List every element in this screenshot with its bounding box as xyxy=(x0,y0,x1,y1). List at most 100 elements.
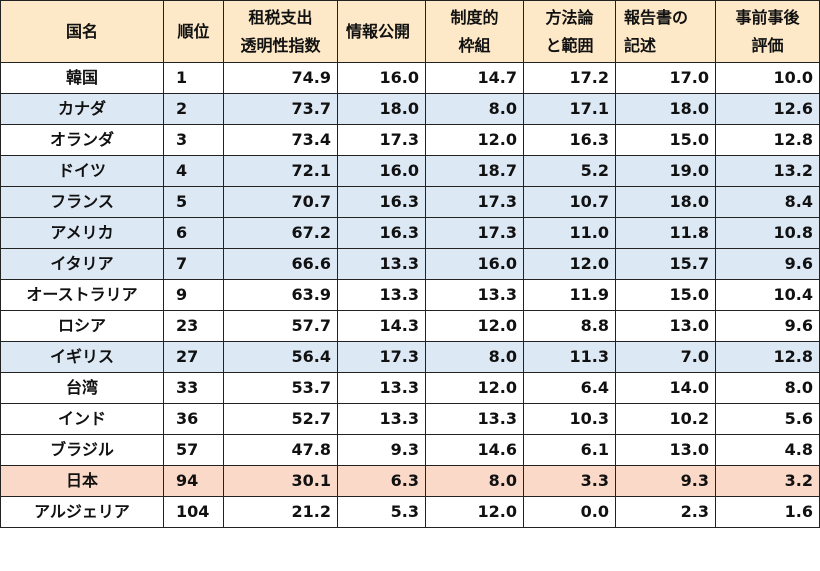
table-row: イギリス 27 56.4 17.3 8.0 11.3 7.0 12.8 xyxy=(0,341,820,373)
evaluation-cell: 3.2 xyxy=(715,465,820,497)
header-disclosure: 情報公開 xyxy=(337,0,426,63)
disclosure-cell: 9.3 xyxy=(337,434,426,466)
transparency-index-cell: 66.6 xyxy=(223,248,338,280)
country-cell: オーストラリア xyxy=(0,279,164,311)
methodology-scope-cell: 17.2 xyxy=(523,62,616,94)
rank-cell: 57 xyxy=(163,434,224,466)
evaluation-cell: 8.0 xyxy=(715,372,820,404)
disclosure-cell: 17.3 xyxy=(337,124,426,156)
table-row: イタリア 7 66.6 13.3 16.0 12.0 15.7 9.6 xyxy=(0,248,820,280)
country-cell: カナダ xyxy=(0,93,164,125)
disclosure-cell: 5.3 xyxy=(337,496,426,528)
report-description-cell: 10.2 xyxy=(615,403,716,435)
report-description-cell: 17.0 xyxy=(615,62,716,94)
rank-cell: 2 xyxy=(163,93,224,125)
rank-cell: 9 xyxy=(163,279,224,311)
evaluation-cell: 12.6 xyxy=(715,93,820,125)
report-description-cell: 18.0 xyxy=(615,186,716,218)
transparency-index-cell: 57.7 xyxy=(223,310,338,342)
transparency-index-cell: 30.1 xyxy=(223,465,338,497)
header-methodology-scope: 方法論 と範囲 xyxy=(523,0,616,63)
transparency-index-cell: 73.7 xyxy=(223,93,338,125)
country-cell: ロシア xyxy=(0,310,164,342)
institutional-framework-cell: 12.0 xyxy=(425,124,524,156)
table-row: フランス 5 70.7 16.3 17.3 10.7 18.0 8.4 xyxy=(0,186,820,218)
report-description-cell: 11.8 xyxy=(615,217,716,249)
report-description-cell: 13.0 xyxy=(615,434,716,466)
institutional-framework-cell: 8.0 xyxy=(425,465,524,497)
methodology-scope-cell: 10.3 xyxy=(523,403,616,435)
rank-cell: 7 xyxy=(163,248,224,280)
transparency-index-cell: 70.7 xyxy=(223,186,338,218)
evaluation-cell: 9.6 xyxy=(715,310,820,342)
transparency-index-cell: 53.7 xyxy=(223,372,338,404)
transparency-index-cell: 74.9 xyxy=(223,62,338,94)
report-description-cell: 15.0 xyxy=(615,279,716,311)
country-cell: アメリカ xyxy=(0,217,164,249)
rank-cell: 36 xyxy=(163,403,224,435)
disclosure-cell: 6.3 xyxy=(337,465,426,497)
methodology-scope-cell: 3.3 xyxy=(523,465,616,497)
header-label-line: と範囲 xyxy=(545,35,594,55)
header-label-line: 評価 xyxy=(751,35,784,55)
header-label-line: 情報公開 xyxy=(346,21,411,41)
header-label-line: 透明性指数 xyxy=(240,35,321,55)
transparency-index-cell: 73.4 xyxy=(223,124,338,156)
disclosure-cell: 16.3 xyxy=(337,186,426,218)
table-row: ロシア 23 57.7 14.3 12.0 8.8 13.0 9.6 xyxy=(0,310,820,342)
table-row: オーストラリア 9 63.9 13.3 13.3 11.9 15.0 10.4 xyxy=(0,279,820,311)
report-description-cell: 18.0 xyxy=(615,93,716,125)
institutional-framework-cell: 14.6 xyxy=(425,434,524,466)
header-label-line: 租税支出 xyxy=(248,7,313,27)
report-description-cell: 2.3 xyxy=(615,496,716,528)
rank-cell: 23 xyxy=(163,310,224,342)
header-label-line: 順位 xyxy=(177,21,210,41)
report-description-cell: 9.3 xyxy=(615,465,716,497)
institutional-framework-cell: 8.0 xyxy=(425,93,524,125)
country-cell: イギリス xyxy=(0,341,164,373)
disclosure-cell: 17.3 xyxy=(337,341,426,373)
header-rank: 順位 xyxy=(163,0,224,63)
evaluation-cell: 1.6 xyxy=(715,496,820,528)
rank-cell: 4 xyxy=(163,155,224,187)
disclosure-cell: 13.3 xyxy=(337,248,426,280)
transparency-index-cell: 72.1 xyxy=(223,155,338,187)
institutional-framework-cell: 17.3 xyxy=(425,186,524,218)
country-cell: 台湾 xyxy=(0,372,164,404)
header-transparency-index: 租税支出 透明性指数 xyxy=(223,0,338,63)
report-description-cell: 19.0 xyxy=(615,155,716,187)
header-label-line: 制度的 xyxy=(450,7,499,27)
country-cell: アルジェリア xyxy=(0,496,164,528)
methodology-scope-cell: 16.3 xyxy=(523,124,616,156)
evaluation-cell: 13.2 xyxy=(715,155,820,187)
institutional-framework-cell: 17.3 xyxy=(425,217,524,249)
header-row: 国名 順位 租税支出 透明性指数 情報公開 制度的 枠組 方法論 と範囲 報告書の 記述 事前事後 評価 xyxy=(0,0,820,63)
transparency-index-cell: 47.8 xyxy=(223,434,338,466)
report-description-cell: 15.7 xyxy=(615,248,716,280)
institutional-framework-cell: 13.3 xyxy=(425,279,524,311)
institutional-framework-cell: 13.3 xyxy=(425,403,524,435)
methodology-scope-cell: 0.0 xyxy=(523,496,616,528)
methodology-scope-cell: 5.2 xyxy=(523,155,616,187)
table-row: カナダ 2 73.7 18.0 8.0 17.1 18.0 12.6 xyxy=(0,93,820,125)
country-cell: ドイツ xyxy=(0,155,164,187)
methodology-scope-cell: 6.4 xyxy=(523,372,616,404)
disclosure-cell: 13.3 xyxy=(337,279,426,311)
table-row: オランダ 3 73.4 17.3 12.0 16.3 15.0 12.8 xyxy=(0,124,820,156)
disclosure-cell: 18.0 xyxy=(337,93,426,125)
rank-cell: 5 xyxy=(163,186,224,218)
table-row: 日本 94 30.1 6.3 8.0 3.3 9.3 3.2 xyxy=(0,465,820,497)
institutional-framework-cell: 12.0 xyxy=(425,310,524,342)
table-row: アルジェリア 104 21.2 5.3 12.0 0.0 2.3 1.6 xyxy=(0,496,820,528)
rank-cell: 33 xyxy=(163,372,224,404)
transparency-index-cell: 63.9 xyxy=(223,279,338,311)
table-row: ドイツ 4 72.1 16.0 18.7 5.2 19.0 13.2 xyxy=(0,155,820,187)
header-report-description: 報告書の 記述 xyxy=(615,0,716,63)
methodology-scope-cell: 12.0 xyxy=(523,248,616,280)
institutional-framework-cell: 16.0 xyxy=(425,248,524,280)
header-ex-ante-ex-post-evaluation: 事前事後 評価 xyxy=(715,0,820,63)
institutional-framework-cell: 12.0 xyxy=(425,496,524,528)
disclosure-cell: 16.0 xyxy=(337,62,426,94)
table-row: ブラジル 57 47.8 9.3 14.6 6.1 13.0 4.8 xyxy=(0,434,820,466)
transparency-index-cell: 56.4 xyxy=(223,341,338,373)
